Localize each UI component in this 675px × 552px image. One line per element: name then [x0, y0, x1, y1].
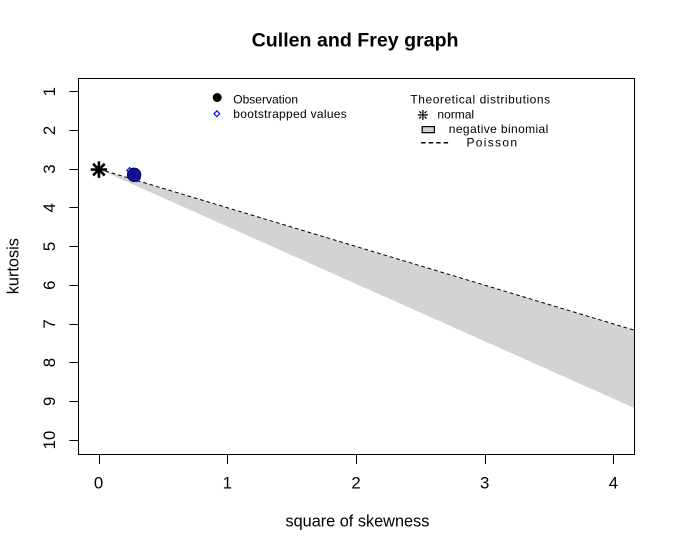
svg-text:1: 1: [40, 87, 59, 96]
svg-text:normal: normal: [437, 108, 474, 122]
svg-text:negative binomial: negative binomial: [449, 122, 549, 136]
svg-text:bootstrapped values: bootstrapped values: [233, 107, 347, 121]
svg-text:2: 2: [40, 126, 59, 135]
svg-text:4: 4: [40, 203, 59, 212]
svg-text:9: 9: [40, 397, 59, 406]
svg-text:Poisson: Poisson: [467, 135, 519, 149]
svg-text:Observation: Observation: [233, 92, 298, 106]
svg-text:kurtosis: kurtosis: [4, 238, 22, 294]
svg-text:5: 5: [40, 242, 59, 251]
svg-text:8: 8: [40, 358, 59, 367]
svg-text:3: 3: [480, 473, 489, 492]
svg-text:1: 1: [223, 473, 232, 492]
svg-text:3: 3: [40, 164, 59, 173]
svg-text:2: 2: [351, 473, 360, 492]
svg-text:Cullen and Frey graph: Cullen and Frey graph: [252, 30, 459, 52]
svg-text:6: 6: [40, 281, 59, 290]
svg-text:square of skewness: square of skewness: [285, 513, 429, 531]
svg-text:4: 4: [609, 473, 618, 492]
svg-text:10: 10: [40, 431, 59, 450]
svg-text:Theoretical distributions: Theoretical distributions: [410, 93, 550, 107]
svg-text:7: 7: [40, 319, 59, 328]
svg-text:0: 0: [94, 473, 103, 492]
